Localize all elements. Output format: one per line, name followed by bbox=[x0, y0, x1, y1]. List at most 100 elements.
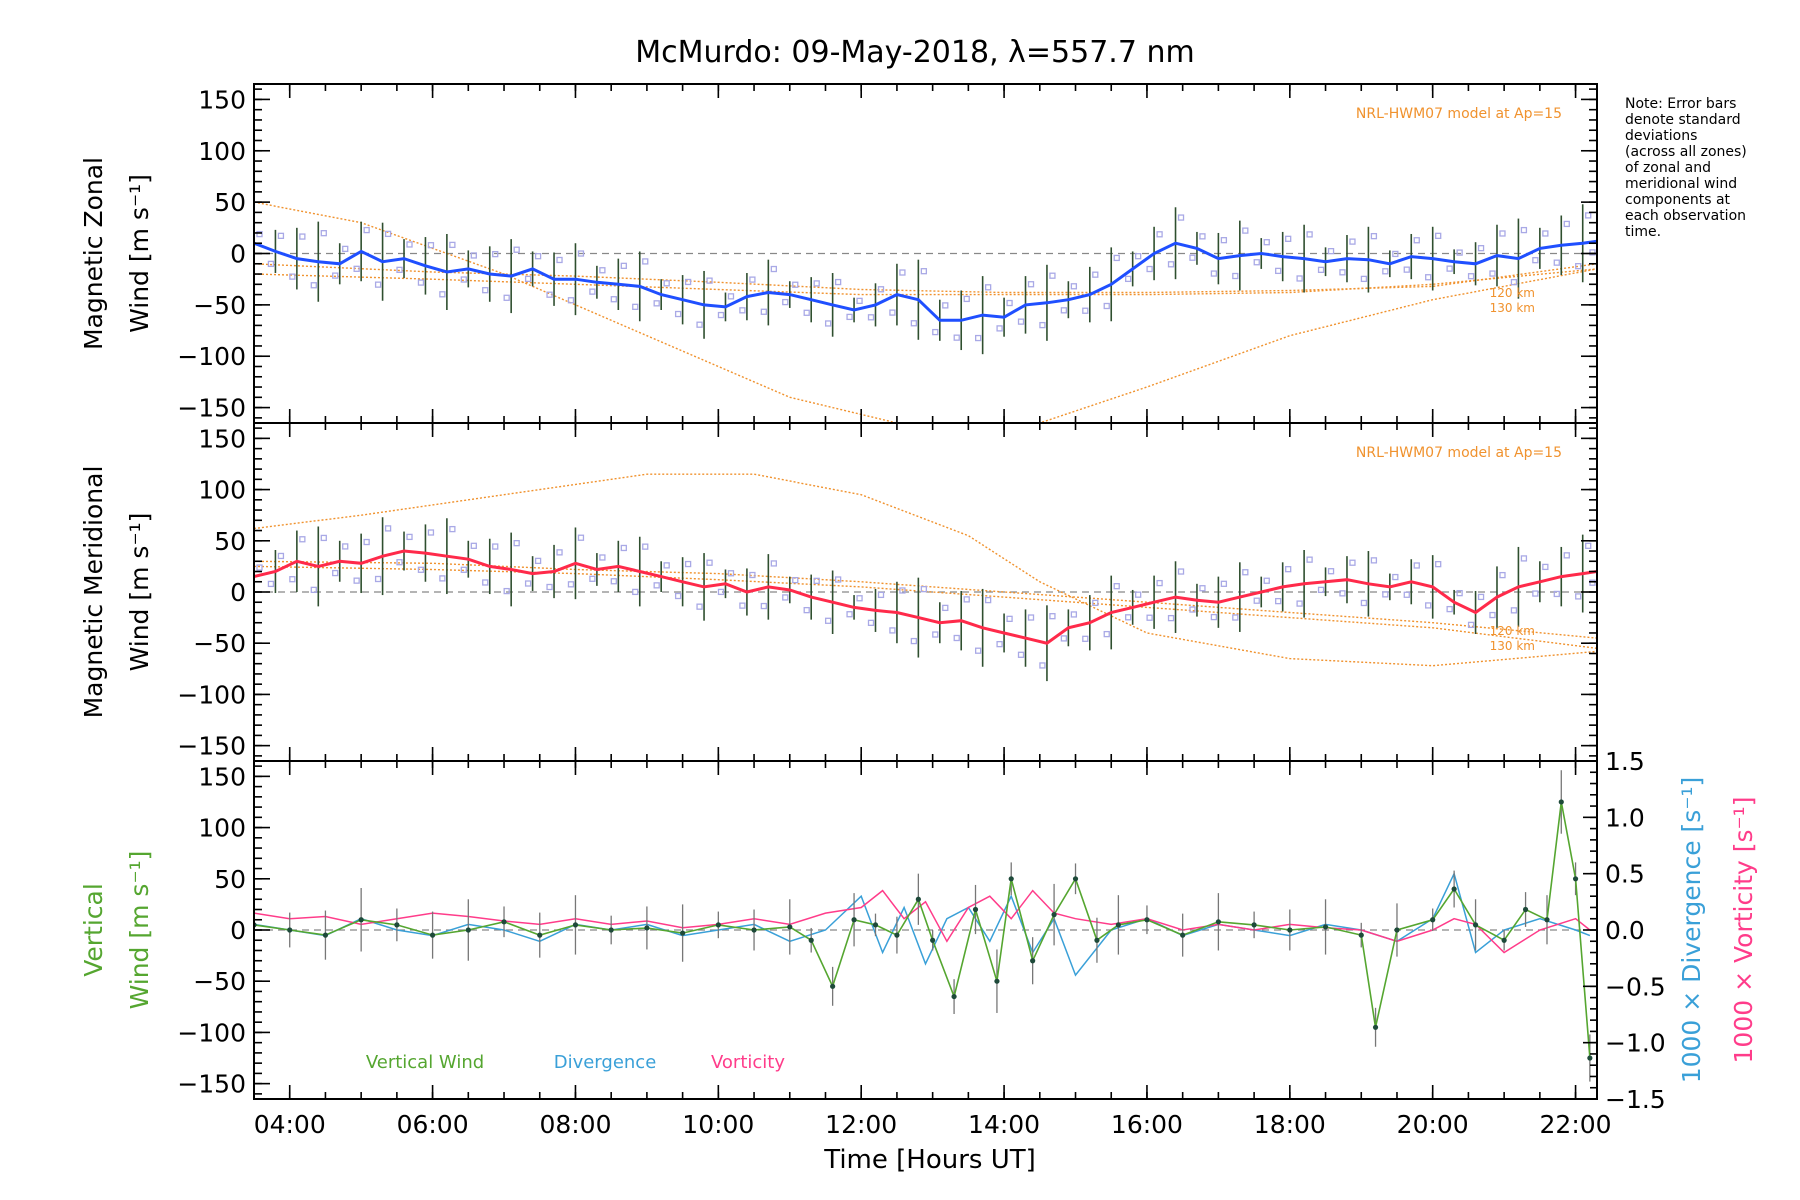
zone-point bbox=[696, 603, 703, 610]
zone-point bbox=[1339, 590, 1346, 597]
zone-point bbox=[813, 577, 820, 584]
zone-point bbox=[996, 325, 1003, 332]
zone-point bbox=[1006, 615, 1013, 622]
zone-point bbox=[953, 634, 960, 642]
zone-point bbox=[1049, 613, 1056, 620]
zone-point bbox=[1413, 237, 1420, 244]
zone-point bbox=[1425, 602, 1432, 609]
zone-point bbox=[1446, 605, 1453, 613]
zone-point bbox=[524, 275, 532, 283]
zone-point bbox=[813, 280, 820, 287]
zone-point bbox=[567, 581, 575, 588]
vertical-wind-point bbox=[915, 896, 921, 902]
right-y-tick-label: 1.5 bbox=[1605, 747, 1645, 776]
x-tick-label: 10:00 bbox=[682, 1110, 754, 1139]
zone-point bbox=[1275, 267, 1282, 275]
vertical-wind-point bbox=[1180, 932, 1186, 938]
note-line: denote standard bbox=[1625, 112, 1741, 128]
zone-point bbox=[834, 576, 842, 583]
legend-item-2: Divergence bbox=[554, 1052, 657, 1073]
y-tick-label: 0 bbox=[230, 916, 246, 945]
zone-point bbox=[920, 585, 928, 593]
x-tick-label: 06:00 bbox=[397, 1110, 469, 1139]
zone-point bbox=[674, 592, 682, 600]
zone-point bbox=[1435, 561, 1442, 568]
zone-point bbox=[1349, 559, 1356, 566]
zone-point bbox=[1563, 552, 1570, 559]
vertical-wind-point bbox=[429, 932, 436, 938]
zone-point bbox=[289, 273, 296, 280]
zone-point bbox=[1425, 274, 1432, 281]
y-tick-label: 100 bbox=[198, 814, 246, 843]
zone-point bbox=[1220, 580, 1228, 587]
zone-point bbox=[1520, 555, 1528, 562]
y-axis-label-line1: Magnetic Meridional bbox=[79, 466, 108, 719]
zone-point bbox=[492, 250, 499, 258]
y-axis-label-line1: Vertical bbox=[79, 883, 108, 977]
zone-point bbox=[632, 588, 639, 596]
zone-point bbox=[856, 595, 863, 602]
zone-point bbox=[803, 606, 810, 614]
zone-point bbox=[310, 282, 317, 289]
zone-point bbox=[599, 267, 606, 274]
x-tick-label: 16:00 bbox=[1111, 1110, 1183, 1139]
zone-point bbox=[1510, 279, 1518, 286]
zone-point bbox=[889, 627, 896, 634]
zone-point bbox=[846, 313, 853, 321]
zone-point bbox=[620, 262, 627, 269]
vertical-wind-point bbox=[1072, 876, 1079, 882]
zone-point bbox=[1146, 614, 1153, 621]
zone-point bbox=[534, 557, 542, 565]
vertical-wind-point bbox=[951, 993, 957, 1000]
zone-point bbox=[1017, 651, 1025, 658]
zone-point bbox=[332, 272, 339, 279]
zone-point bbox=[1575, 593, 1582, 600]
zone-point bbox=[1532, 590, 1539, 597]
vertical-wind-point bbox=[1115, 922, 1121, 928]
zone-point bbox=[932, 328, 939, 336]
vertical-wind-point bbox=[1430, 917, 1436, 923]
zone-point bbox=[1349, 238, 1356, 245]
vertical-wind-line bbox=[254, 801, 1591, 1059]
zone-point bbox=[1589, 249, 1596, 256]
zone-point bbox=[556, 256, 563, 264]
y-tick-label: 100 bbox=[198, 137, 246, 166]
vertical-wind-point bbox=[1544, 917, 1550, 923]
zone-point bbox=[1092, 271, 1099, 278]
y-axis-label-line2: Wind [m s⁻¹] bbox=[125, 513, 154, 672]
zone-point bbox=[1070, 611, 1078, 618]
zone-point bbox=[1585, 212, 1592, 219]
zone-point bbox=[706, 559, 713, 566]
y-tick-label: 150 bbox=[198, 85, 246, 114]
zone-point bbox=[1156, 579, 1163, 587]
zone-point bbox=[1177, 214, 1185, 221]
zone-point bbox=[460, 276, 467, 283]
zone-point bbox=[342, 245, 349, 253]
zone-point bbox=[1060, 307, 1068, 314]
vertical-wind-point bbox=[1587, 1055, 1593, 1061]
vertical-wind-point bbox=[1144, 917, 1150, 923]
y-tick-label: 150 bbox=[198, 424, 246, 453]
vertical-wind-point bbox=[1287, 927, 1293, 933]
zone-point bbox=[653, 300, 660, 307]
right-y-tick-label: −0.5 bbox=[1605, 972, 1666, 1001]
model-alt-label-120: 120 km bbox=[1490, 624, 1535, 638]
zone-point bbox=[1499, 571, 1506, 579]
zone-point bbox=[1189, 254, 1196, 261]
zone-point bbox=[1156, 231, 1163, 238]
zone-point bbox=[984, 596, 992, 604]
zone-point bbox=[1382, 591, 1389, 598]
vertical-wind-point bbox=[1251, 922, 1257, 928]
x-axis-label: Time [Hours UT] bbox=[823, 1145, 1036, 1175]
panel-vertical: −1.5 −1.0 −0.5 0.0 0.5 1.0 1.5 1000 × Divergenc… bbox=[79, 747, 1758, 1139]
zone-point bbox=[247, 248, 252, 253]
zone-point bbox=[899, 269, 906, 276]
zone-point bbox=[1135, 591, 1142, 598]
zone-point bbox=[803, 309, 810, 316]
zone-point bbox=[1232, 272, 1239, 280]
zone-point bbox=[277, 232, 285, 239]
zone-point bbox=[353, 577, 360, 584]
vertical-wind-point bbox=[537, 932, 543, 938]
zone-point bbox=[1317, 586, 1325, 594]
